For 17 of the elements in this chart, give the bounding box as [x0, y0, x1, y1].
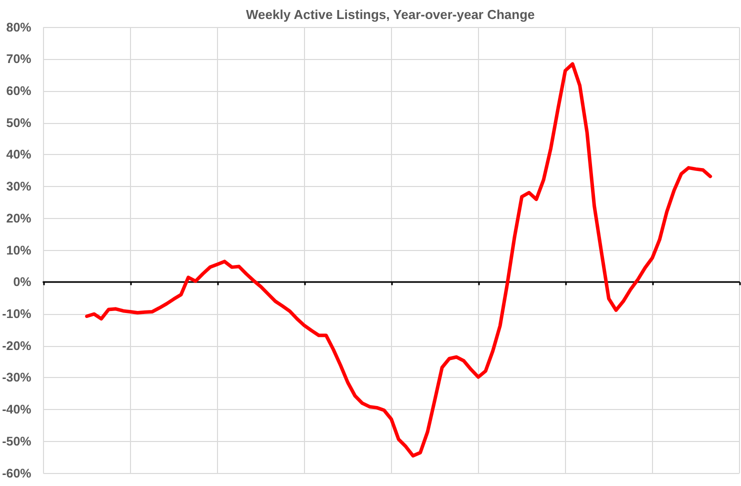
- y-tick-label: 0%: [13, 275, 32, 290]
- chart-title: Weekly Active Listings, Year-over-year Change: [246, 7, 535, 22]
- line-series: [85, 62, 712, 458]
- y-tick-label: 50%: [6, 116, 32, 130]
- y-tick-label: -40%: [2, 402, 32, 417]
- y-tick-label: -10%: [2, 307, 32, 322]
- y-tick-label: 10%: [6, 243, 32, 258]
- y-tick-label: -60%: [2, 466, 32, 480]
- y-tick-label: 70%: [6, 52, 32, 66]
- y-tick-label: 30%: [6, 180, 32, 194]
- y-tick-label: -50%: [2, 434, 32, 448]
- y-tick-label: 60%: [6, 84, 32, 98]
- y-tick-label: -20%: [2, 338, 32, 353]
- y-tick-label: 40%: [6, 148, 32, 162]
- y-tick-label: 80%: [6, 20, 32, 34]
- y-tick-label: -30%: [2, 370, 32, 385]
- y-tick-label: 20%: [6, 211, 32, 226]
